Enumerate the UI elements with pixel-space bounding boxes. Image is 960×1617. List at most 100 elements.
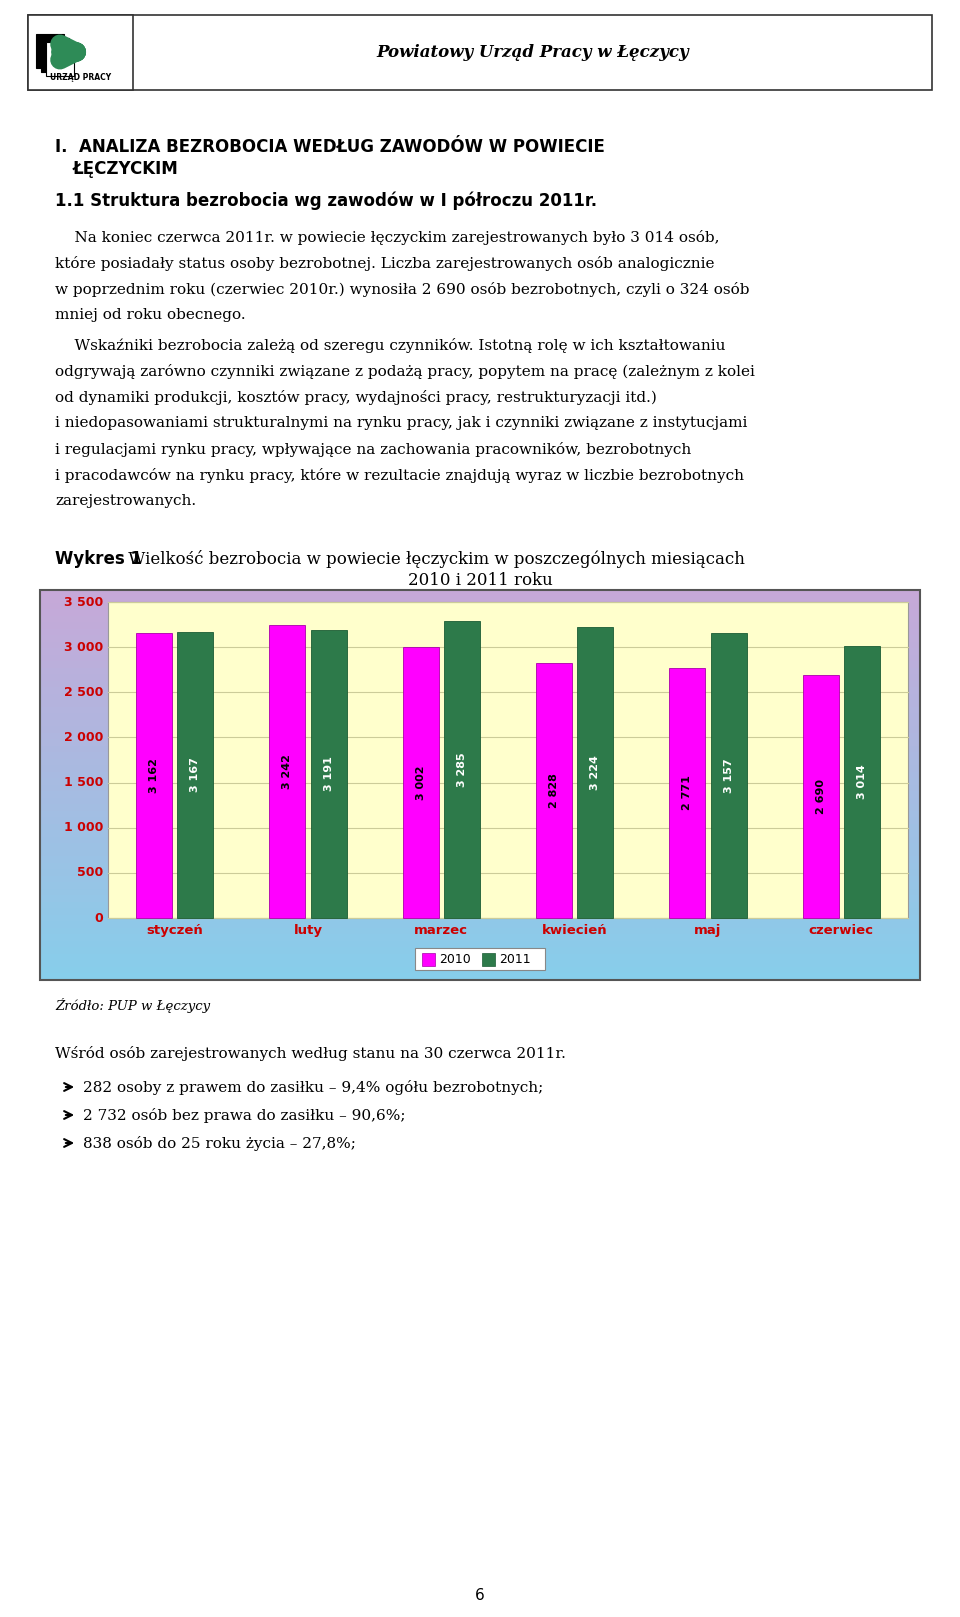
Bar: [40, 739, 920, 745]
Text: 2 828: 2 828: [549, 773, 559, 808]
Bar: [40, 655, 920, 661]
Bar: [40, 875, 920, 883]
Bar: [40, 836, 920, 844]
Bar: [40, 967, 920, 973]
Bar: [40, 960, 920, 967]
Bar: [40, 681, 920, 687]
Bar: [40, 954, 920, 960]
Text: 3 500: 3 500: [63, 595, 103, 608]
Bar: [28, 15, 932, 91]
Bar: [40, 922, 920, 928]
Bar: [40, 817, 920, 825]
Bar: [40, 973, 920, 980]
Text: 2010 i 2011 roku: 2010 i 2011 roku: [408, 572, 552, 589]
Text: marzec: marzec: [415, 923, 468, 936]
Bar: [40, 855, 920, 863]
Text: 3 224: 3 224: [590, 755, 600, 789]
Bar: [40, 915, 920, 922]
Text: 1 500: 1 500: [63, 776, 103, 789]
Text: 500: 500: [77, 867, 103, 880]
Bar: [402, 647, 439, 918]
Text: 3 157: 3 157: [724, 758, 733, 792]
Bar: [36, 34, 64, 68]
Text: Źródło: PUP w Łęczycy: Źródło: PUP w Łęczycy: [55, 998, 210, 1012]
Text: ŁĘCZYCKIM: ŁĘCZYCKIM: [73, 160, 179, 178]
Text: 3 002: 3 002: [416, 765, 425, 800]
Bar: [40, 758, 920, 765]
Bar: [40, 888, 920, 896]
Text: Na koniec czerwca 2011r. w powiecie łęczyckim zarejestrowanych było 3 014 osób,: Na koniec czerwca 2011r. w powiecie łęcz…: [55, 230, 719, 246]
Bar: [40, 713, 920, 720]
Bar: [40, 642, 920, 648]
Text: 6: 6: [475, 1588, 485, 1602]
Bar: [40, 590, 920, 980]
Bar: [415, 948, 545, 970]
Text: odgrywają zarówno czynniki związane z podażą pracy, popytem na pracę (zależnym z: odgrywają zarówno czynniki związane z po…: [55, 364, 755, 378]
Bar: [40, 687, 920, 694]
Bar: [40, 849, 920, 857]
Text: mniej od roku obecnego.: mniej od roku obecnego.: [55, 307, 246, 322]
Text: 2 690: 2 690: [816, 779, 826, 813]
Bar: [40, 842, 920, 851]
Text: 282 osoby z prawem do zasiłku – 9,4% ogółu bezrobotnych;: 282 osoby z prawem do zasiłku – 9,4% ogó…: [83, 1080, 543, 1095]
Bar: [40, 941, 920, 948]
Text: 3 167: 3 167: [190, 758, 201, 792]
Bar: [40, 648, 920, 655]
Bar: [41, 39, 69, 73]
Bar: [669, 668, 706, 918]
Bar: [40, 752, 920, 758]
Bar: [40, 700, 920, 707]
Bar: [40, 830, 920, 838]
Bar: [803, 676, 839, 918]
Bar: [40, 745, 920, 752]
Text: 838 osób do 25 roku życia – 27,8%;: 838 osób do 25 roku życia – 27,8%;: [83, 1137, 356, 1151]
Text: w poprzednim roku (czerwiec 2010r.) wynosiła 2 690 osób bezrobotnych, czyli o 32: w poprzednim roku (czerwiec 2010r.) wyno…: [55, 281, 750, 298]
Text: 2 732 osób bez prawa do zasiłku – 90,6%;: 2 732 osób bez prawa do zasiłku – 90,6%;: [83, 1108, 405, 1122]
Bar: [40, 784, 920, 791]
Text: Powiatowy Urząd Pracy w Łęczycy: Powiatowy Urząd Pracy w Łęczycy: [376, 44, 689, 61]
Text: 2 500: 2 500: [63, 686, 103, 699]
Bar: [40, 674, 920, 681]
Bar: [40, 797, 920, 805]
Text: 3 191: 3 191: [324, 757, 334, 791]
Bar: [40, 804, 920, 812]
Bar: [270, 626, 305, 918]
Bar: [444, 621, 480, 918]
Text: Wśród osób zarejestrowanych według stanu na 30 czerwca 2011r.: Wśród osób zarejestrowanych według stanu…: [55, 1046, 565, 1061]
Text: 3 285: 3 285: [457, 752, 467, 787]
Text: URZĄD PRACY: URZĄD PRACY: [50, 73, 111, 82]
Text: i niedopasowaniami strukturalnymi na rynku pracy, jak i czynniki związane z inst: i niedopasowaniami strukturalnymi na ryn…: [55, 416, 748, 430]
Bar: [40, 733, 920, 739]
Text: maj: maj: [694, 923, 722, 936]
Text: 2 000: 2 000: [63, 731, 103, 744]
Text: Wielkość bezrobocia w powiecie łęczyckim w poszczególnych miesiącach: Wielkość bezrobocia w powiecie łęczyckim…: [123, 550, 745, 568]
Text: 3 162: 3 162: [149, 758, 159, 792]
Bar: [108, 602, 908, 918]
Text: 3 014: 3 014: [857, 765, 867, 799]
Bar: [40, 603, 920, 610]
Bar: [40, 935, 920, 941]
Bar: [40, 610, 920, 616]
Bar: [40, 948, 920, 954]
Text: 2 771: 2 771: [683, 776, 692, 810]
Bar: [577, 627, 613, 918]
Bar: [28, 15, 133, 91]
Text: 3 242: 3 242: [282, 754, 293, 789]
Bar: [40, 629, 920, 635]
Bar: [136, 632, 172, 918]
Text: zarejestrowanych.: zarejestrowanych.: [55, 495, 196, 508]
Text: kwiecień: kwiecień: [541, 923, 608, 936]
Bar: [40, 623, 920, 629]
Bar: [46, 42, 74, 76]
Text: Wskaźniki bezrobocia zależą od szeregu czynników. Istotną rolę w ich kształtowan: Wskaźniki bezrobocia zależą od szeregu c…: [55, 338, 726, 353]
Bar: [40, 707, 920, 713]
Bar: [40, 720, 920, 726]
Bar: [844, 645, 880, 918]
Bar: [40, 771, 920, 778]
Bar: [40, 791, 920, 799]
Bar: [40, 881, 920, 889]
Text: 0: 0: [94, 912, 103, 925]
Bar: [178, 632, 213, 918]
Bar: [40, 778, 920, 784]
Bar: [40, 902, 920, 909]
